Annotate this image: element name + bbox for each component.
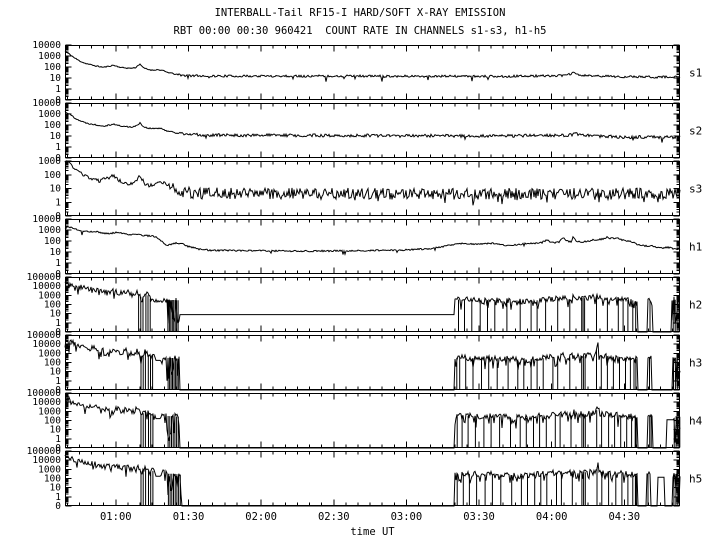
axis-ticks (65, 276, 680, 333)
y-tick-label: 10000 (32, 397, 61, 408)
y-tick-label: 0 (55, 327, 61, 338)
y-tick-label: 1000 (38, 51, 61, 62)
y-tick-label: 0 (55, 211, 61, 222)
axis-ticks (65, 218, 680, 275)
y-tick-label: 100000 (27, 446, 62, 457)
series-h3 (64, 337, 681, 391)
y-tick-label: 1 (55, 142, 61, 153)
channel-label-h5: h5 (689, 473, 702, 486)
y-tick-label: 1000 (38, 348, 61, 359)
y-tick-label: 100000 (27, 330, 62, 341)
y-tick-label: 1 (55, 197, 61, 208)
x-tick-label: 04:30 (608, 511, 640, 523)
x-tick-label: 04:00 (536, 511, 568, 523)
y-tick-label: 100 (44, 62, 61, 73)
y-tick-label: 100000 (27, 388, 62, 399)
channel-label-h1: h1 (689, 241, 702, 254)
axis-ticks (65, 334, 680, 391)
x-axis-label: time UT (350, 526, 395, 538)
y-tick-label: 1 (55, 84, 61, 95)
plot-subtitle: RBT 00:00 00:30 960421 COUNT RATE IN CHA… (173, 25, 547, 37)
y-tick-label: 1 (55, 434, 61, 445)
y-tick-label: 100 (44, 120, 61, 131)
channel-label-h2: h2 (689, 299, 702, 312)
y-tick-label: 0 (55, 269, 61, 280)
axis-ticks (65, 450, 680, 507)
y-tick-label: 100 (44, 300, 61, 311)
series-h5 (64, 454, 681, 507)
y-tick-label: 1000 (38, 225, 61, 236)
y-tick-label: 1 (55, 318, 61, 329)
channel-label-s2: s2 (689, 125, 702, 138)
y-tick-label: 100 (44, 236, 61, 247)
y-tick-label: 1000 (38, 406, 61, 417)
y-tick-label: 100 (44, 416, 61, 427)
y-tick-label: 0 (55, 385, 61, 396)
axis-ticks (65, 44, 680, 101)
y-tick-label: 100 (44, 358, 61, 369)
y-tick-label: 10 (50, 131, 62, 142)
series-s2 (64, 110, 681, 143)
y-tick-label: 10000 (32, 281, 61, 292)
y-tick-label: 1000 (38, 156, 61, 167)
y-tick-label: 10 (50, 483, 62, 494)
y-tick-label: 10 (50, 247, 62, 258)
y-tick-label: 1 (55, 376, 61, 387)
y-tick-label: 100 (44, 170, 61, 181)
plot-title: INTERBALL-Tail RF15-I HARD/SOFT X-RAY EM… (214, 7, 506, 19)
y-tick-label: 1 (55, 258, 61, 269)
series-h4 (64, 395, 681, 449)
y-tick-label: 10000 (32, 98, 61, 109)
y-tick-label: 10 (50, 184, 62, 195)
y-tick-label: 10000 (32, 40, 61, 51)
x-tick-label: 01:00 (100, 511, 132, 523)
axis-ticks (65, 392, 680, 449)
y-tick-label: 0 (55, 443, 61, 454)
y-tick-label: 10 (50, 73, 62, 84)
y-tick-label: 1000 (38, 290, 61, 301)
x-tick-label: 02:30 (318, 511, 350, 523)
x-tick-label: 02:00 (245, 511, 277, 523)
channel-label-s1: s1 (689, 67, 702, 80)
y-tick-label: 1 (55, 492, 61, 503)
channel-label-h3: h3 (689, 357, 702, 370)
y-tick-label: 1000 (38, 109, 61, 120)
x-tick-label: 03:00 (391, 511, 423, 523)
y-tick-label: 100000 (27, 272, 62, 283)
series-h1 (64, 226, 681, 256)
axis-ticks (65, 102, 680, 159)
series-s1 (64, 50, 681, 82)
y-tick-label: 10 (50, 367, 62, 378)
y-tick-label: 0 (55, 95, 61, 106)
axis-ticks (65, 160, 680, 217)
series-s3 (64, 160, 681, 206)
y-tick-label: 10000 (32, 214, 61, 225)
y-tick-label: 10000 (32, 339, 61, 350)
y-tick-label: 10000 (32, 455, 61, 466)
x-tick-label: 03:30 (463, 511, 495, 523)
y-tick-label: 1000 (38, 464, 61, 475)
y-tick-label: 0 (55, 501, 61, 512)
y-tick-label: 10 (50, 425, 62, 436)
y-tick-label: 0 (55, 153, 61, 164)
x-tick-label: 01:30 (173, 511, 205, 523)
y-tick-label: 10 (50, 309, 62, 320)
y-tick-label: 100 (44, 474, 61, 485)
series-h2 (64, 279, 681, 333)
channel-label-s3: s3 (689, 183, 702, 196)
channel-label-h4: h4 (689, 415, 703, 428)
